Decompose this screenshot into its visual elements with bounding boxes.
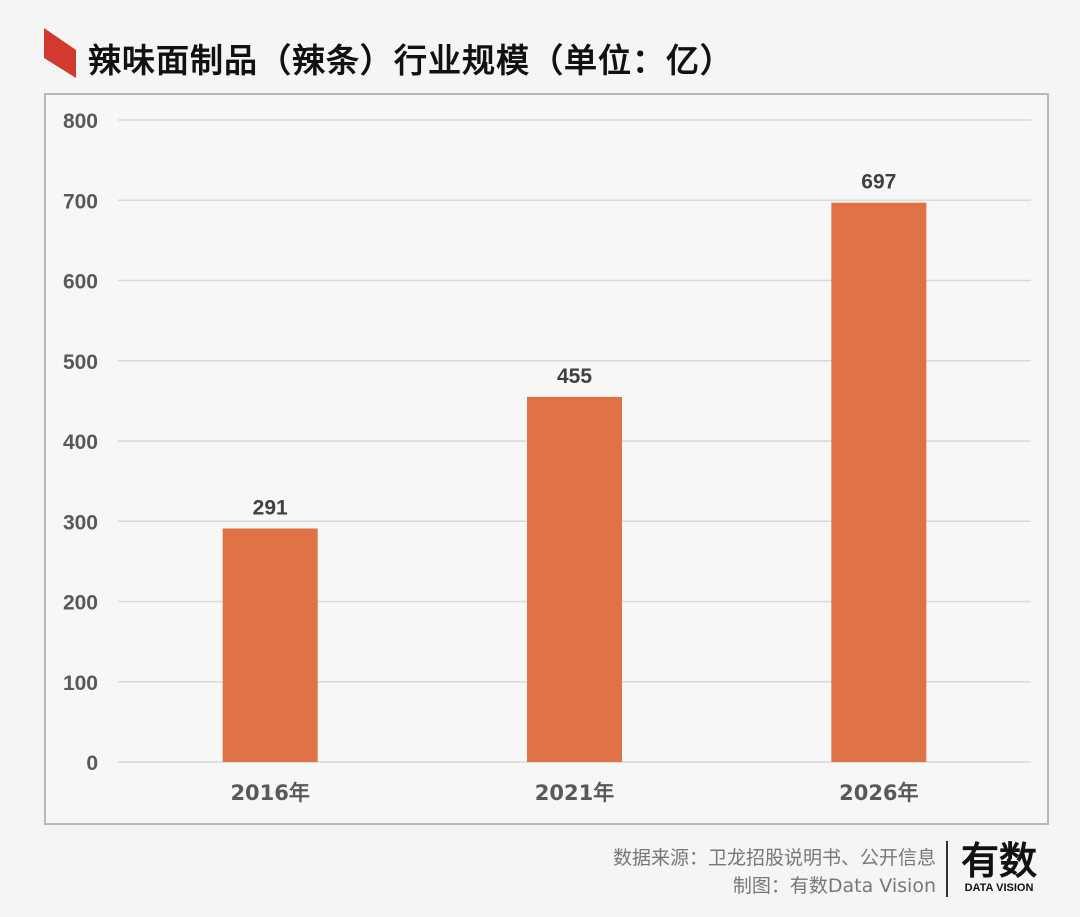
data-label: 697 — [861, 171, 896, 194]
bar — [222, 528, 318, 762]
source-note: 数据来源：卫龙招股说明书、公开信息 — [612, 847, 936, 869]
chart-frame: 0 100 200 300 400 500 600 700 800 291 2016年 455 2021… — [44, 93, 1049, 825]
page-title: 辣味面制品（辣条）行业规模（单位：亿） — [88, 41, 734, 80]
logo-text: 有数 — [960, 839, 1037, 883]
y-tick-label: 700 — [63, 190, 98, 213]
y-tick-label: 400 — [63, 431, 98, 454]
bar — [527, 396, 622, 762]
x-tick-label: 2021年 — [535, 781, 614, 805]
title-accent-icon — [44, 28, 76, 78]
x-tick-label: 2016年 — [230, 781, 309, 805]
footer: 数据来源：卫龙招股说明书、公开信息 制图：有数Data Vision — [613, 844, 936, 900]
y-tick-label: 800 — [63, 110, 98, 133]
footer-divider — [946, 841, 948, 897]
logo-subtext: DATA VISION — [964, 882, 1034, 894]
data-label: 455 — [557, 365, 592, 388]
x-tick-label: 2026年 — [839, 781, 918, 805]
logo: 有数 DATA VISION — [958, 840, 1040, 894]
data-label: 291 — [253, 496, 288, 519]
bar — [831, 202, 927, 763]
y-tick-label: 100 — [63, 672, 98, 695]
y-tick-label: 500 — [63, 351, 98, 374]
bar-chart: 0 100 200 300 400 500 600 700 800 291 2016年 455 2021… — [63, 110, 1031, 805]
credit-note: 制图：有数Data Vision — [732, 875, 936, 897]
y-tick-label: 0 — [86, 752, 98, 775]
y-tick-label: 600 — [63, 271, 98, 294]
y-tick-label: 300 — [63, 511, 98, 534]
y-tick-label: 200 — [63, 592, 98, 615]
